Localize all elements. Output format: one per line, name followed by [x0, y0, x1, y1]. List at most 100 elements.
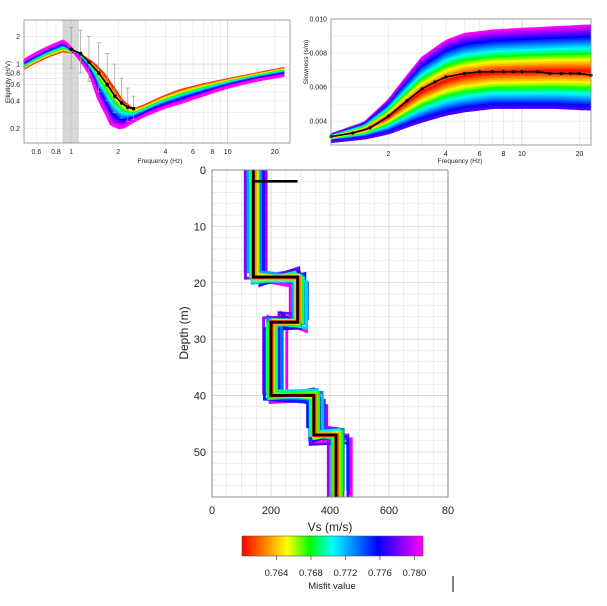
vs-x-tick-label: 400 [321, 505, 339, 517]
slowness-measured-point [511, 70, 515, 74]
ellipticity-y-tick-label: 0.4 [10, 98, 20, 105]
slowness-measured-point [351, 131, 355, 135]
ellipticity-x-tick-label: 0.8 [51, 149, 61, 156]
ellipticity-model-curve [23, 39, 285, 130]
ellipticity-x-ticks: 0.6 0.8 1 2 4 6 8 10 20 [32, 149, 279, 156]
ellipticity-measured-point [78, 51, 83, 56]
ellipticity-panel: 0.6 0.8 1 2 4 6 8 10 20 2 1 0.8 0.6 0.4 0.2 Frequency… [5, 19, 291, 165]
slowness-x-tick-label: 10 [518, 151, 526, 158]
colorbar-ticks: 0.764 0.768 0.772 0.776 0.780 [265, 556, 426, 579]
slowness-y-ticks: 0.010 0.008 0.006 0.004 [309, 17, 327, 126]
vs-y-tick-label: 10 [194, 221, 206, 233]
colorbar-tick-label: 0.768 [299, 568, 323, 579]
ellipticity-x-tick-label: 2 [116, 149, 120, 156]
slowness-measured-point [490, 70, 494, 74]
ellipticity-measured-point [112, 94, 117, 98]
ellipticity-shaded-band [62, 20, 79, 143]
ellipticity-y-axis-label: Ellipticity (H/V) [5, 61, 12, 103]
ellipticity-y-ticks: 2 1 0.8 0.6 0.4 0.2 [10, 34, 20, 133]
colorbar-gradient [241, 535, 424, 557]
colorbar-tick-label: 0.776 [368, 568, 392, 579]
slowness-x-ticks: 2 4 6 8 10 20 [387, 151, 584, 158]
vs-x-tick-label: 80 [442, 505, 454, 517]
slowness-panel: 2 4 6 8 10 20 0.010 0.008 0.006 0.004 Frequency … [303, 17, 593, 165]
vs-y-tick-label: 30 [194, 334, 206, 346]
slowness-measured-point [368, 126, 372, 130]
vs-best-profile [252, 170, 338, 497]
slowness-x-tick-label: 4 [444, 151, 448, 158]
ellipticity-x-axis-label: Frequency (Hz) [138, 158, 183, 165]
slowness-y-tick-label: 0.008 [309, 51, 327, 58]
slowness-x-tick-label: 6 [478, 151, 482, 158]
slowness-x-tick-label: 2 [387, 151, 391, 158]
slowness-x-axis-label: Frequency (Hz) [438, 158, 483, 165]
ellipticity-y-tick-label: 0.6 [10, 82, 20, 89]
ellipticity-measured-point [96, 71, 101, 75]
slowness-plot-frame [330, 18, 592, 146]
slowness-measured-point [405, 99, 409, 103]
slowness-measured-point [569, 71, 573, 76]
ellipticity-y-tick-label: 0.2 [10, 126, 20, 133]
ellipticity-x-tick-label: 1 [69, 149, 73, 156]
slowness-measured-point [535, 70, 539, 74]
ellipticity-measured-point [87, 60, 91, 64]
slowness-measured-point [444, 75, 448, 79]
ellipticity-x-tick-label: 10 [224, 149, 232, 156]
ellipticity-x-tick-label: 4 [163, 149, 167, 156]
slowness-y-tick-label: 0.004 [309, 119, 327, 126]
ellipticity-y-tick-label: 1 [16, 62, 20, 69]
vs-y-tick-label: 0 [200, 165, 206, 177]
ellipticity-x-tick-label: 8 [211, 149, 215, 156]
slowness-measured-point [433, 80, 437, 84]
vs-y-tick-label: 50 [194, 447, 206, 459]
ellipticity-x-tick-label: 0.6 [32, 149, 42, 156]
vs-y-axis-label: Depth (m) [177, 306, 191, 359]
slowness-measured-point [548, 71, 552, 76]
vs-x-tick-label: 200 [262, 505, 280, 517]
ellipticity-measured-curve [69, 26, 136, 122]
colorbar-tick-label: 0.772 [334, 568, 358, 579]
colorbar-tick-label: 0.780 [402, 568, 426, 579]
slowness-measured-point [501, 70, 506, 74]
ellipticity-x-tick-label: 20 [271, 149, 279, 156]
ellipticity-y-tick-label: 2 [16, 34, 20, 41]
colorbar-tick-label: 0.764 [265, 568, 289, 579]
vs-x-ticks: 0 200 400 600 80 [209, 505, 454, 517]
slowness-measured-point [462, 71, 467, 76]
slowness-y-tick-label: 0.010 [309, 17, 327, 24]
vs-x-axis-label: Vs (m/s) [308, 520, 353, 534]
ellipticity-measured-point [119, 101, 124, 105]
vs-y-tick-label: 40 [194, 391, 206, 403]
ellipticity-model-curves [23, 39, 285, 130]
ellipticity-grid [23, 20, 290, 143]
slowness-measured-point [420, 87, 424, 91]
ellipticity-measured-point [69, 47, 73, 51]
misfit-colorbar: 0.764 0.768 0.772 0.776 0.780 Misfit value [241, 535, 426, 592]
vs-x-tick-label: 0 [209, 505, 215, 517]
slowness-x-tick-label: 20 [576, 151, 584, 158]
slowness-measured-point [386, 114, 391, 118]
slowness-model-curves [330, 24, 592, 143]
ellipticity-measured-point [105, 82, 110, 87]
slowness-x-tick-label: 8 [501, 151, 505, 158]
slowness-measured-point [520, 70, 524, 74]
ellipticity-measured-point [131, 106, 136, 111]
vs-y-ticks: 0 10 20 30 40 50 [194, 165, 206, 459]
vs-plot-frame [211, 169, 449, 498]
ellipticity-plot-frame [23, 19, 291, 144]
vs-x-tick-label: 600 [380, 505, 398, 517]
slowness-measured-line [330, 71, 592, 138]
slowness-measured-point [577, 71, 582, 76]
ellipticity-measured-point [125, 105, 130, 110]
slowness-measured-curve [329, 70, 593, 139]
slowness-measured-point [477, 70, 482, 74]
slowness-measured-point [559, 71, 563, 76]
ellipticity-y-tick-label: 0.8 [10, 71, 20, 78]
vs-y-tick-label: 20 [194, 278, 206, 290]
colorbar-label: Misfit value [308, 581, 356, 592]
vs-profile-panel: 0 200 400 600 80 0 10 20 30 40 50 Vs (m/s) Depth … [177, 165, 454, 534]
slowness-model-curve [330, 106, 592, 143]
slowness-y-tick-label: 0.006 [309, 85, 327, 92]
ellipticity-x-tick-label: 6 [191, 149, 195, 156]
